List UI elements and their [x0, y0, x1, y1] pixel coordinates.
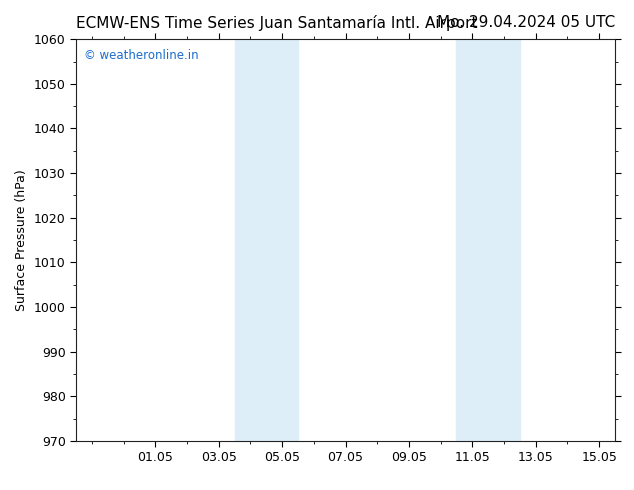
- Text: ECMW-ENS Time Series Juan Santamaría Intl. Airport: ECMW-ENS Time Series Juan Santamaría Int…: [76, 15, 477, 31]
- Y-axis label: Surface Pressure (hPa): Surface Pressure (hPa): [15, 169, 29, 311]
- Bar: [235, 39, 298, 441]
- Text: © weatheronline.in: © weatheronline.in: [84, 49, 199, 62]
- Bar: [456, 39, 520, 441]
- Text: Mo. 29.04.2024 05 UTC: Mo. 29.04.2024 05 UTC: [437, 15, 615, 30]
